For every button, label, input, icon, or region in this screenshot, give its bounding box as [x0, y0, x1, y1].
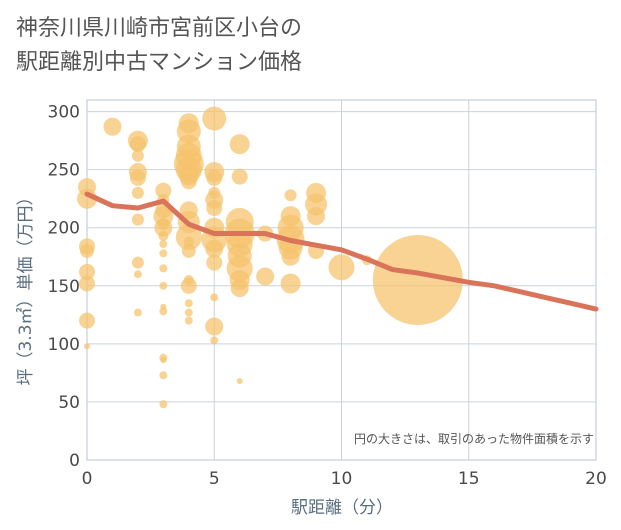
data-point-bubble	[184, 299, 193, 308]
y-tick-label: 150	[48, 277, 80, 297]
data-point-bubble	[79, 275, 95, 292]
data-point-bubble	[180, 277, 197, 294]
data-point-bubble	[159, 307, 168, 316]
x-tick-label: 0	[82, 469, 93, 489]
x-axis-title: 駅距離（分）	[291, 498, 393, 518]
data-point-bubble	[205, 239, 224, 258]
x-tick-label: 5	[209, 469, 220, 489]
bubble-series	[77, 106, 463, 409]
y-tick-label: 250	[48, 161, 80, 181]
data-point-bubble	[160, 357, 167, 364]
data-point-bubble	[159, 240, 168, 248]
bubble-size-note: 円の大きさは、取引のあった物件面積を示す	[354, 431, 594, 446]
data-point-bubble	[158, 230, 169, 241]
data-point-bubble	[184, 308, 193, 317]
data-point-bubble	[84, 343, 90, 350]
data-point-bubble	[133, 270, 142, 279]
data-point-bubble	[79, 312, 95, 329]
data-point-bubble	[131, 186, 144, 199]
y-tick-label: 100	[48, 335, 80, 355]
data-point-bubble	[131, 149, 144, 162]
y-tick-label: 300	[48, 103, 80, 123]
data-point-bubble	[159, 371, 168, 380]
chart-title-line1: 神奈川県川崎市宮前区小台の	[16, 16, 303, 41]
data-point-bubble	[131, 256, 144, 269]
data-point-bubble	[184, 316, 193, 325]
data-point-bubble	[206, 200, 223, 216]
y-tick-label: 50	[58, 393, 80, 413]
data-point-bubble	[159, 264, 168, 273]
trend-line-series	[84, 191, 599, 312]
data-point-bubble	[206, 254, 223, 271]
data-point-bubble	[202, 106, 227, 131]
data-point-bubble	[210, 293, 219, 302]
data-point-bubble	[154, 218, 173, 237]
data-point-bubble	[80, 243, 94, 258]
data-point-bubble	[103, 117, 122, 136]
data-point-bubble	[205, 317, 224, 336]
data-point-bubble	[159, 281, 168, 290]
data-point-bubble	[210, 336, 219, 345]
data-point-bubble	[281, 247, 300, 266]
y-tick-label: 0	[69, 451, 80, 471]
data-point-bubble	[133, 308, 142, 317]
data-point-bubble	[328, 254, 355, 281]
y-tick-label: 200	[48, 219, 80, 239]
data-point-bubble	[284, 189, 297, 202]
data-point-bubble	[206, 169, 223, 186]
data-point-bubble	[307, 207, 326, 226]
data-point-bubble	[159, 400, 168, 409]
data-point-bubble	[129, 136, 146, 153]
data-point-bubble	[181, 243, 196, 258]
data-point-bubble	[229, 134, 250, 155]
x-tick-label: 20	[585, 469, 607, 489]
data-point-bubble	[180, 173, 197, 190]
data-point-bubble	[230, 279, 249, 298]
y-axis-title: 坪（3.3㎡）単価（万円）	[16, 188, 36, 385]
data-point-bubble	[280, 273, 301, 294]
data-point-bubble	[372, 235, 463, 325]
x-tick-label: 10	[331, 469, 353, 489]
x-tick-label: 15	[458, 469, 480, 489]
chart-title-line2: 駅距離別中古マンション価格	[16, 50, 303, 75]
data-point-bubble	[231, 168, 248, 185]
data-point-bubble	[79, 263, 95, 280]
data-point-bubble	[155, 182, 172, 199]
data-point-bubble	[159, 249, 168, 258]
data-point-bubble	[236, 378, 243, 385]
data-point-bubble	[129, 169, 146, 186]
chart-title: 神奈川県川崎市宮前区小台の 駅距離別中古マンション価格	[16, 12, 606, 80]
trend-line	[84, 191, 599, 312]
data-point-bubble	[183, 236, 194, 247]
data-point-bubble	[131, 213, 144, 226]
data-point-bubble	[256, 267, 275, 286]
